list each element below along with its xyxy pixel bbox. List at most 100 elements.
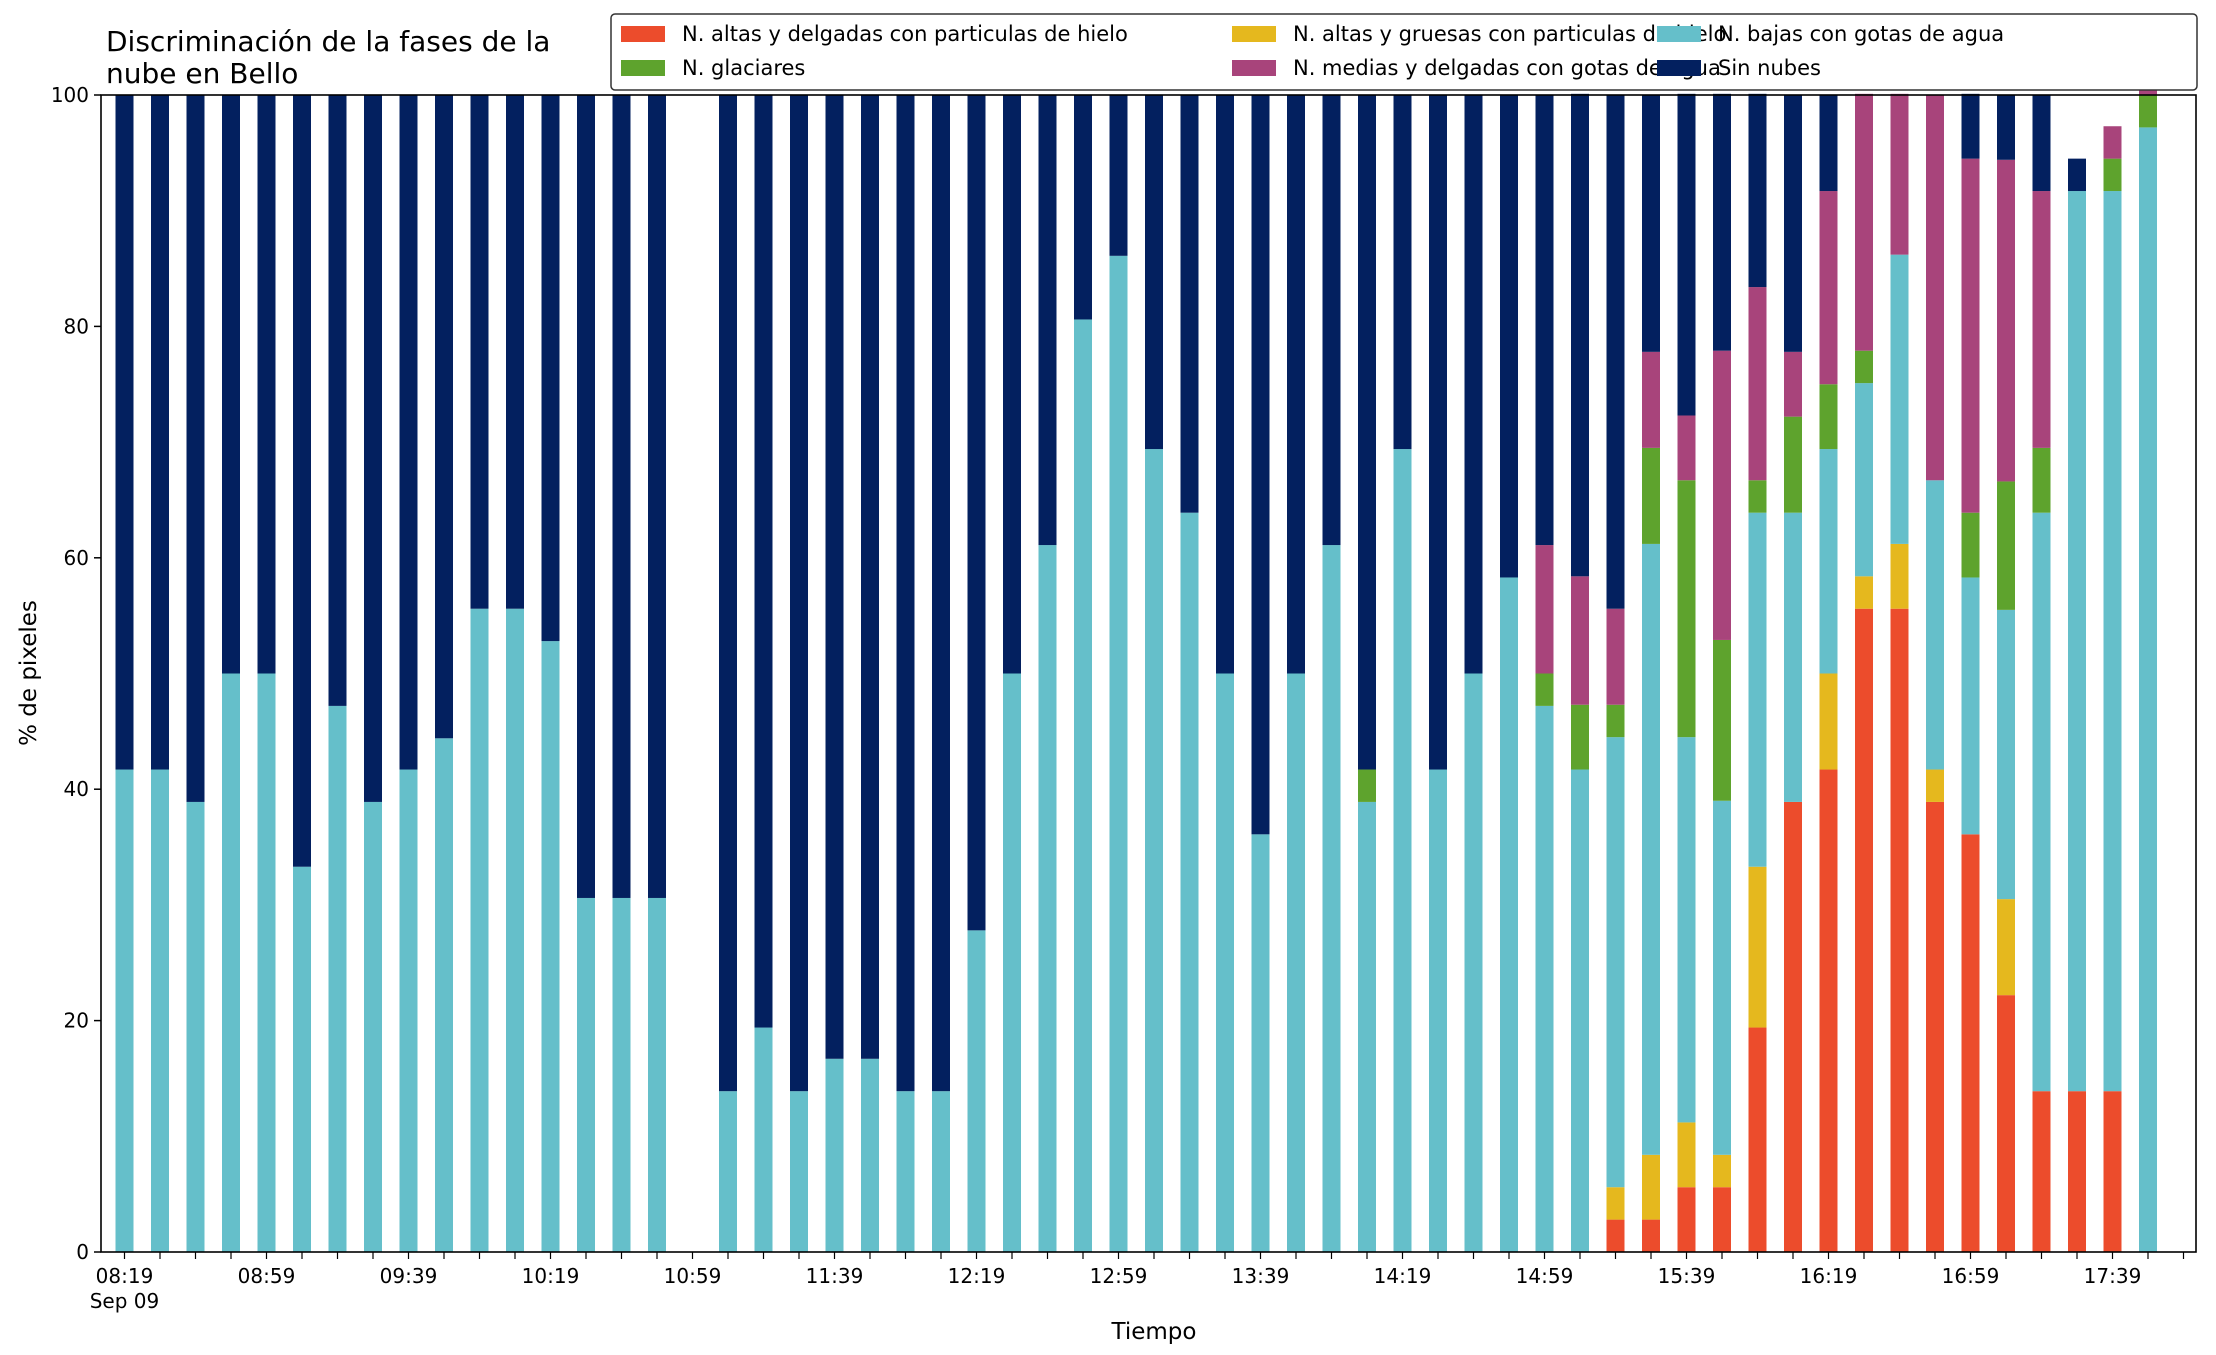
bar-segment (967, 95, 986, 931)
bar-segment (1180, 512, 1199, 1252)
bar-segment (506, 95, 524, 609)
bar-segment (932, 1091, 950, 1252)
bar-segment (2032, 191, 2051, 448)
bar-segment (1997, 159, 2015, 482)
bar-segment (151, 769, 169, 1252)
bar-segment (1642, 543, 1660, 1155)
bar-segment (257, 95, 276, 674)
bar-segment (1784, 95, 1802, 352)
bar-segment (719, 95, 737, 1092)
bar-segment (612, 897, 631, 1252)
bar-segment (1890, 543, 1909, 609)
legend-swatch (1657, 60, 1701, 76)
bar-segment (1642, 447, 1660, 544)
bar-segment (1677, 93, 1696, 416)
bar-segment (1713, 639, 1731, 801)
legend-label: N. altas y delgadas con particulas de hi… (682, 22, 1128, 46)
bar-segment (1926, 769, 1944, 802)
legend-swatch (621, 60, 665, 76)
bar-segment (1713, 1154, 1731, 1188)
x-axis-label: Tiempo (1111, 1319, 1197, 1345)
chart-title-line-2: nube en Bello (106, 57, 298, 90)
legend-label: Sin nubes (1718, 56, 1821, 80)
bar-segment (1713, 800, 1731, 1155)
legend-label: N. glaciares (682, 56, 805, 80)
bar-segment (1287, 95, 1305, 674)
x-tick-label: 14:19 (1374, 1264, 1432, 1288)
bar-segment (2032, 1091, 2051, 1252)
bar-segment (1038, 545, 1057, 1252)
bar-segment (1606, 608, 1625, 705)
x-tick-sublabel: Sep 09 (90, 1289, 160, 1313)
bar-segment (861, 95, 879, 1059)
bar-segment (1961, 93, 1980, 159)
x-tick-label: 15:39 (1658, 1264, 1716, 1288)
legend-box (610, 13, 2198, 91)
bar-segment (1748, 512, 1767, 867)
bar-segment (2032, 512, 2051, 1092)
bar-segment (1819, 673, 1838, 770)
x-tick-label: 10:19 (522, 1264, 580, 1288)
bar-segment (1393, 449, 1412, 1252)
bar-segment (1642, 351, 1660, 448)
bar-segment (1748, 93, 1767, 288)
bar-segment (1571, 704, 1589, 770)
bar-segment (1535, 95, 1554, 546)
bar-segment (115, 769, 134, 1252)
bar-segment (2103, 126, 2122, 159)
chart-title-line-1: Discriminación de la fases de la (106, 25, 550, 58)
bar-segment (2068, 191, 2086, 1092)
bar-segment (1926, 95, 1944, 481)
y-tick-label: 20 (64, 1009, 89, 1033)
bar-segment (364, 95, 382, 802)
bar-segment (364, 801, 382, 1252)
bar-segment (2032, 447, 2051, 513)
bar-segment (754, 1027, 773, 1252)
bar-segment (1145, 95, 1163, 450)
bar-segment (577, 95, 595, 898)
bar-segment (1180, 95, 1199, 513)
bar-segment (1642, 1219, 1660, 1252)
bar-segment (1535, 673, 1554, 706)
bar-segment (896, 1091, 915, 1252)
bar-segment (1890, 93, 1909, 255)
bar-segment (1748, 480, 1767, 513)
bar-segment (1464, 95, 1483, 674)
bar-segment (1997, 899, 2015, 996)
bar-segment (1358, 769, 1376, 802)
bar-segment (1642, 95, 1660, 352)
bar-segment (1677, 415, 1696, 481)
legend-label: N. altas y gruesas con particulas de hie… (1293, 22, 1726, 46)
bar-segment (1819, 384, 1838, 450)
bar-segment (2103, 158, 2122, 192)
bar-segment (1819, 191, 1838, 385)
bar-segment (293, 95, 311, 867)
bar-segment (1713, 93, 1731, 351)
bar-segment (1819, 95, 1838, 192)
x-tick-label: 14:59 (1516, 1264, 1574, 1288)
legend-swatch (621, 26, 665, 42)
x-tick-label: 09:39 (380, 1264, 438, 1288)
x-tick-label: 08:59 (238, 1264, 296, 1288)
bar-segment (1535, 545, 1554, 674)
bar-segment (1997, 95, 2015, 160)
bar-segment (2103, 1091, 2122, 1252)
legend-swatch (1232, 60, 1276, 76)
y-axis-label: % de pixeles (16, 600, 42, 746)
y-axis: 0 20 40 60 80 100 (51, 83, 101, 1264)
bar-segment (1819, 449, 1838, 674)
bar-segment (1961, 577, 1980, 835)
bar-segment (541, 641, 560, 1252)
bar-segment (1997, 481, 2015, 610)
bar-segment (435, 738, 453, 1252)
bar-segment (612, 95, 631, 898)
bar-segment (222, 95, 240, 674)
x-tick-label: 08:19 (96, 1264, 154, 1288)
bar-segment (1109, 95, 1128, 256)
bar-segment (1748, 1027, 1767, 1252)
bar-segment (257, 673, 276, 1252)
bar-segment (1677, 737, 1696, 1123)
bar-segment (1961, 158, 1980, 513)
bar-segment (1003, 95, 1021, 674)
bar-segment (399, 95, 418, 770)
